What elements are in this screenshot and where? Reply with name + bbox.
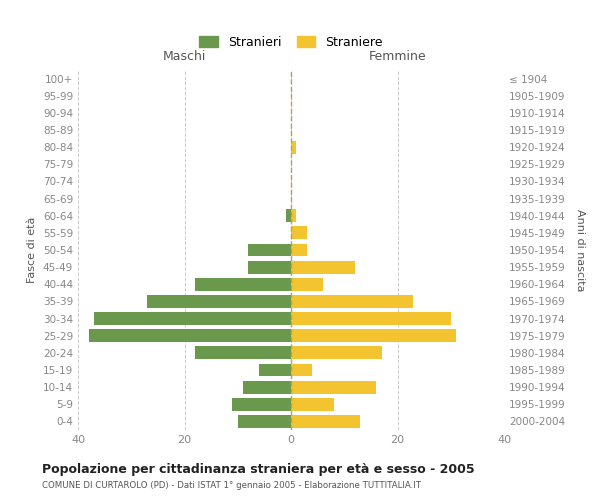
- Legend: Stranieri, Straniere: Stranieri, Straniere: [193, 30, 389, 55]
- Bar: [291, 260, 355, 274]
- Text: COMUNE DI CURTAROLO (PD) - Dati ISTAT 1° gennaio 2005 - Elaborazione TUTTITALIA.: COMUNE DI CURTAROLO (PD) - Dati ISTAT 1°…: [42, 481, 421, 490]
- Bar: [291, 415, 360, 428]
- Bar: [291, 330, 456, 342]
- Text: Femmine: Femmine: [368, 50, 427, 63]
- Bar: [243, 380, 291, 394]
- Bar: [195, 278, 291, 290]
- Bar: [248, 260, 291, 274]
- Bar: [147, 295, 291, 308]
- Bar: [195, 346, 291, 360]
- Bar: [291, 244, 307, 256]
- Bar: [232, 398, 291, 410]
- Y-axis label: Fasce di età: Fasce di età: [28, 217, 37, 283]
- Bar: [291, 210, 296, 222]
- Bar: [248, 244, 291, 256]
- Text: Maschi: Maschi: [163, 50, 206, 63]
- Bar: [291, 140, 296, 153]
- Text: Popolazione per cittadinanza straniera per età e sesso - 2005: Popolazione per cittadinanza straniera p…: [42, 462, 475, 475]
- Bar: [291, 364, 313, 376]
- Bar: [291, 278, 323, 290]
- Bar: [259, 364, 291, 376]
- Bar: [291, 380, 376, 394]
- Bar: [291, 398, 334, 410]
- Bar: [291, 226, 307, 239]
- Y-axis label: Anni di nascita: Anni di nascita: [575, 209, 585, 291]
- Bar: [94, 312, 291, 325]
- Bar: [291, 346, 382, 360]
- Bar: [286, 210, 291, 222]
- Bar: [291, 295, 413, 308]
- Bar: [291, 312, 451, 325]
- Bar: [89, 330, 291, 342]
- Bar: [238, 415, 291, 428]
